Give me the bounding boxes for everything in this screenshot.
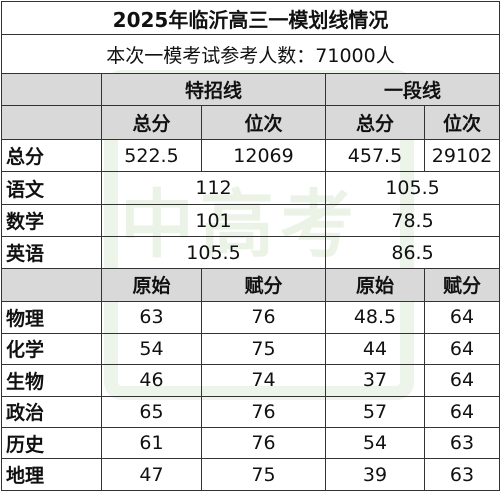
subheader-cell: 赋分 — [201, 267, 326, 303]
subheader-cell: 位次 — [201, 105, 326, 140]
table-row: 地理 47 75 39 63 — [1, 458, 500, 491]
participant-count: 本次一模考试参考人数：71000人 — [0, 34, 500, 75]
value-cell: 57 — [325, 395, 425, 428]
row-label: 英语 — [1, 236, 102, 269]
subheader-cell: 原始 — [325, 267, 425, 303]
subheader-cell: 总分 — [101, 105, 202, 140]
group-header-tezhao: 特招线 — [101, 73, 326, 107]
header-corner — [1, 73, 102, 107]
value-cell: 522.5 — [101, 138, 202, 173]
value-cell: 44 — [325, 332, 425, 366]
value-cell: 65 — [101, 395, 202, 428]
value-cell: 64 — [423, 364, 500, 397]
row-label: 语文 — [1, 171, 102, 205]
value-cell: 54 — [325, 426, 425, 460]
value-cell: 457.5 — [325, 138, 425, 173]
value-cell: 74 — [201, 364, 326, 397]
value-cell: 64 — [423, 301, 500, 334]
subheader-corner — [1, 105, 102, 140]
value-cell: 105.5 — [324, 171, 500, 205]
value-cell: 64 — [423, 332, 500, 366]
table-row: 英语 105.5 86.5 — [1, 236, 500, 269]
table-row: 物理 63 76 48.5 64 — [1, 301, 500, 334]
value-cell: 86.5 — [324, 236, 500, 269]
table-row: 生物 46 74 37 64 — [1, 364, 500, 397]
value-cell: 29102 — [423, 138, 500, 173]
row-label: 生物 — [1, 364, 102, 397]
value-cell: 54 — [101, 332, 202, 366]
subheader-cell: 总分 — [325, 105, 425, 140]
value-cell: 64 — [423, 395, 500, 428]
value-cell: 37 — [325, 364, 425, 397]
row-label: 历史 — [1, 426, 102, 460]
value-cell: 112 — [101, 171, 326, 205]
subheader-cell: 原始 — [101, 267, 202, 303]
row-label: 化学 — [1, 332, 102, 366]
group-header-yiduan: 一段线 — [324, 73, 500, 107]
value-cell: 47 — [101, 458, 202, 491]
table-row: 数学 101 78.5 — [1, 203, 500, 238]
value-cell: 101 — [101, 203, 326, 238]
table-row: 语文 112 105.5 — [1, 171, 500, 205]
value-cell: 78.5 — [324, 203, 500, 238]
value-cell: 105.5 — [101, 236, 326, 269]
table-row: 政治 65 76 57 64 — [1, 395, 500, 428]
value-cell: 48.5 — [325, 301, 425, 334]
table-row: 总分 522.5 12069 457.5 29102 — [1, 138, 500, 173]
value-cell: 46 — [101, 364, 202, 397]
value-cell: 63 — [101, 301, 202, 334]
table-row: 历史 61 76 54 63 — [1, 426, 500, 460]
row-label: 总分 — [1, 138, 102, 173]
value-cell: 76 — [201, 395, 326, 428]
value-cell: 63 — [423, 426, 500, 460]
value-cell: 75 — [201, 458, 326, 491]
table-row: 化学 54 75 44 64 — [1, 332, 500, 366]
value-cell: 61 — [101, 426, 202, 460]
subheader-cell: 赋分 — [423, 267, 500, 303]
subheader-cell: 位次 — [423, 105, 500, 140]
value-cell: 75 — [201, 332, 326, 366]
page-title: 2025年临沂高三一模划线情况 — [0, 0, 500, 36]
value-cell: 76 — [201, 301, 326, 334]
row-label: 物理 — [1, 301, 102, 334]
value-cell: 63 — [423, 458, 500, 491]
value-cell: 76 — [201, 426, 326, 460]
subheader-corner — [1, 267, 102, 303]
row-label: 地理 — [1, 458, 102, 491]
value-cell: 39 — [325, 458, 425, 491]
row-label: 数学 — [1, 203, 102, 238]
value-cell: 12069 — [201, 138, 326, 173]
row-label: 政治 — [1, 395, 102, 428]
